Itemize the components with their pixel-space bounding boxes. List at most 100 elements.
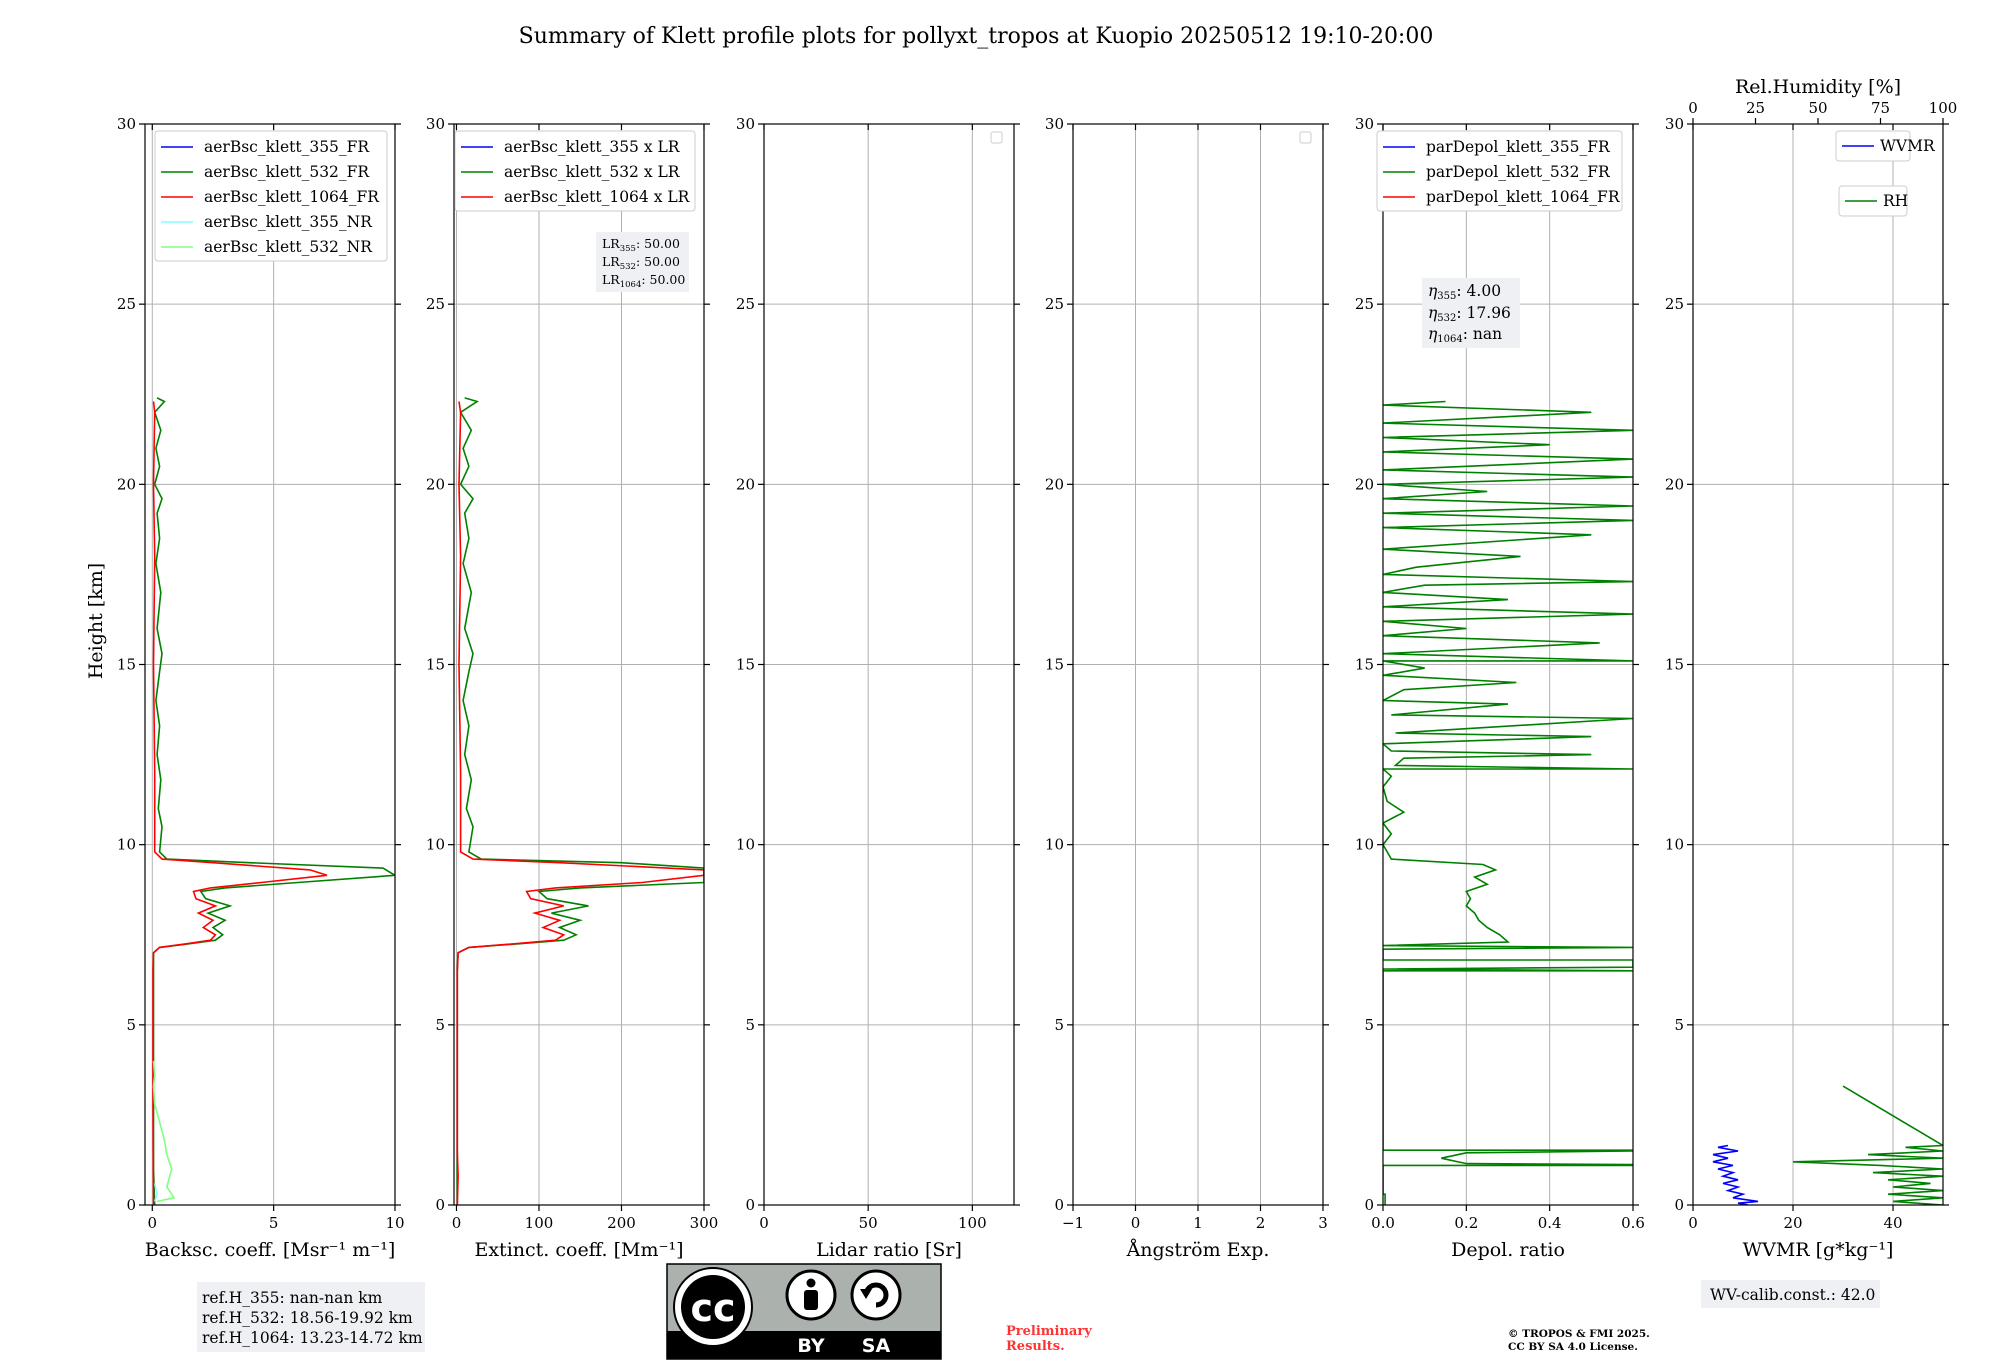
y-tick-label: 30 bbox=[426, 115, 445, 133]
y-tick-label: 25 bbox=[1355, 295, 1374, 313]
series-aerBsc_klett_532_FR bbox=[152, 397, 395, 1205]
x-axis-label: Depol. ratio bbox=[1451, 1239, 1565, 1261]
x-axis-label: Backsc. coeff. [Msr⁻¹ m⁻¹] bbox=[145, 1239, 396, 1261]
cc-logo-text: cc bbox=[690, 1286, 735, 1330]
legend-label: RH bbox=[1883, 192, 1908, 210]
legend-WVMR: WVMR bbox=[1835, 130, 1936, 162]
empty-legend bbox=[990, 131, 1003, 144]
series-WVMR bbox=[1712, 1144, 1759, 1205]
series-RH bbox=[1792, 1085, 1943, 1205]
ref-h-355: ref.H_355: nan-nan km bbox=[202, 1289, 383, 1307]
x-tick-label: 0 bbox=[1131, 1214, 1141, 1232]
svg-text:LR1064: 50.00: LR1064: 50.00 bbox=[602, 272, 685, 290]
y-tick-label: 30 bbox=[736, 115, 755, 133]
x-tick-label: 0 bbox=[1688, 1214, 1698, 1232]
eta-1064-sub: 1064 bbox=[1437, 334, 1462, 345]
x-tick-label: 200 bbox=[607, 1214, 636, 1232]
series-aerBsc_klett_532_NR bbox=[152, 1060, 176, 1203]
x-axis-label: Ångström Exp. bbox=[1126, 1239, 1270, 1261]
y-tick-label: 0 bbox=[126, 1196, 136, 1214]
y-tick-label: 0 bbox=[1364, 1196, 1374, 1214]
x-tick-label: 0.0 bbox=[1371, 1214, 1395, 1232]
sa-share-icon bbox=[850, 1269, 902, 1321]
legend-label: aerBsc_klett_532_NR bbox=[204, 238, 373, 256]
y-tick-label: 20 bbox=[736, 475, 755, 493]
eta-532-sub: 532 bbox=[1437, 313, 1456, 324]
x-tick-label: 0.2 bbox=[1454, 1214, 1478, 1232]
legend-label: aerBsc_klett_532 x LR bbox=[504, 163, 681, 181]
y-tick-label: 10 bbox=[736, 836, 755, 854]
svg-text:η355: 4.00: η355: 4.00 bbox=[1428, 282, 1501, 302]
series-parDepol_klett_532_FR bbox=[1383, 400, 1633, 1205]
x-axis-label: Lidar ratio [Sr] bbox=[816, 1239, 962, 1261]
y-tick-label: 20 bbox=[1355, 475, 1374, 493]
y-tick-label: 20 bbox=[426, 475, 445, 493]
legend-bsc: aerBsc_klett_355_FR aerBsc_klett_532_FRae… bbox=[154, 130, 388, 262]
y-tick-label: 15 bbox=[1355, 656, 1374, 674]
series-aerBsc_klett_355_NR bbox=[153, 1183, 158, 1202]
preliminary-line2: Results. bbox=[1006, 1339, 1065, 1354]
eta-annotation: η355: 4.00 η532: 17.96 η1064: nan bbox=[1422, 278, 1520, 348]
top-x-tick-label: 100 bbox=[1929, 99, 1958, 117]
x-tick-label: 3 bbox=[1318, 1214, 1328, 1232]
x-tick-label: 20 bbox=[1783, 1214, 1802, 1232]
y-tick-label: 5 bbox=[435, 1016, 445, 1034]
legend-label: aerBsc_klett_355 x LR bbox=[504, 138, 681, 156]
legend-label: aerBsc_klett_532_FR bbox=[204, 163, 370, 181]
panel-ext: 0 100 200 300 0 5 10 15 20 25 30 Extinct. coeff. [M… bbox=[426, 115, 718, 1261]
x-tick-label: 5 bbox=[269, 1214, 279, 1232]
y-axis-label: Height [km] bbox=[85, 563, 107, 679]
top-x-tick-label: 50 bbox=[1808, 99, 1827, 117]
y-tick-label: 20 bbox=[117, 475, 136, 493]
preliminary-line1: Preliminary bbox=[1006, 1324, 1092, 1339]
lr-532-base: LR bbox=[602, 254, 620, 269]
legend-RH: RH bbox=[1838, 185, 1908, 217]
legend-label: parDepol_klett_1064_FR bbox=[1426, 188, 1621, 206]
y-tick-label: 15 bbox=[117, 656, 136, 674]
legend-label: parDepol_klett_532_FR bbox=[1426, 163, 1611, 181]
y-tick-label: 10 bbox=[1045, 836, 1064, 854]
y-tick-label: 25 bbox=[1665, 295, 1684, 313]
y-tick-label: 10 bbox=[1665, 836, 1684, 854]
cc-license-badge: cc BY SA bbox=[666, 1263, 942, 1360]
y-tick-label: 30 bbox=[1045, 115, 1064, 133]
lr-355-base: LR bbox=[602, 236, 620, 251]
x-tick-label: 0 bbox=[759, 1214, 769, 1232]
svg-text:LR532: 50.00: LR532: 50.00 bbox=[602, 254, 680, 272]
panel-bsc: 0 5 10 0 5 10 15 20 25 30 Backsc. coeff. [Msr⁻¹ m⁻… bbox=[117, 115, 405, 1261]
legend-label: parDepol_klett_355_FR bbox=[1426, 138, 1611, 156]
x-tick-label: 50 bbox=[859, 1214, 878, 1232]
x-tick-label: 10 bbox=[385, 1214, 404, 1232]
series-aerBsc_klett_1064_FR bbox=[152, 401, 328, 1205]
y-tick-label: 30 bbox=[1355, 115, 1374, 133]
copyright-line2: CC BY SA 4.0 License. bbox=[1508, 1341, 1638, 1353]
top-axis-label: Rel.Humidity [%] bbox=[1735, 76, 1901, 98]
y-tick-label: 25 bbox=[736, 295, 755, 313]
y-tick-label: 5 bbox=[1364, 1016, 1374, 1034]
legend-dep: parDepol_klett_355_FR parDepol_klett_532_… bbox=[1376, 130, 1623, 212]
ref-h-1064: ref.H_1064: 13.23-14.72 km bbox=[202, 1329, 423, 1347]
x-tick-label: 1 bbox=[1193, 1214, 1203, 1232]
x-tick-label: 40 bbox=[1883, 1214, 1902, 1232]
y-tick-label: 5 bbox=[1674, 1016, 1684, 1034]
legend-label: WVMR bbox=[1880, 137, 1936, 155]
x-tick-label: 300 bbox=[690, 1214, 719, 1232]
y-tick-label: 20 bbox=[1045, 475, 1064, 493]
lr-355-sub: 355 bbox=[620, 244, 636, 254]
top-x-tick-label: 0 bbox=[1688, 99, 1698, 117]
lr-annotation: LR355: 50.00 LR532: 50.00 LR1064: 50.00 bbox=[596, 232, 689, 292]
lr-532-value: : 50.00 bbox=[636, 254, 680, 269]
legend-label: aerBsc_klett_1064 x LR bbox=[504, 188, 691, 206]
lr-532-sub: 532 bbox=[620, 262, 636, 272]
y-tick-label: 25 bbox=[426, 295, 445, 313]
ref-h-532: ref.H_532: 18.56-19.92 km bbox=[202, 1309, 413, 1327]
y-tick-label: 10 bbox=[1355, 836, 1374, 854]
lr-1064-value: : 50.00 bbox=[641, 272, 685, 287]
wv-calib-box: WV-calib.const.: 42.0 bbox=[1701, 1280, 1880, 1308]
y-tick-label: 15 bbox=[1045, 656, 1064, 674]
badge-sa: SA bbox=[862, 1335, 891, 1357]
series-aerBsc_klett_532 x LR bbox=[456, 397, 704, 1205]
x-tick-label: 0.6 bbox=[1621, 1214, 1645, 1232]
top-x-tick-label: 75 bbox=[1871, 99, 1890, 117]
